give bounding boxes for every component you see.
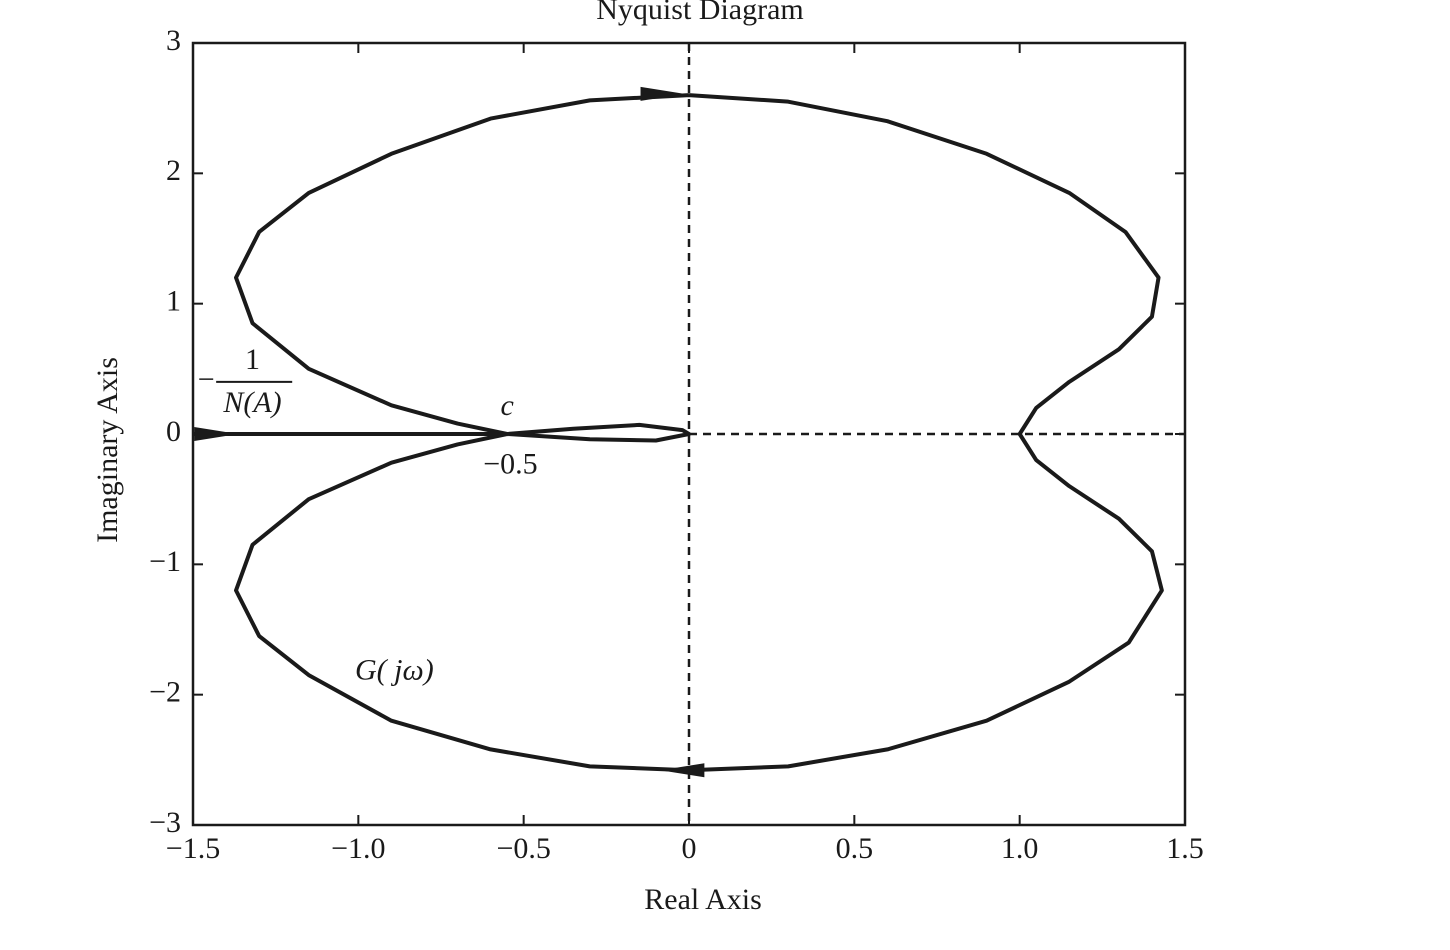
annotation: c bbox=[500, 389, 513, 422]
x-tick-label: 1.0 bbox=[1001, 832, 1039, 865]
y-tick-label: −3 bbox=[149, 806, 181, 839]
y-tick-label: −2 bbox=[149, 676, 181, 709]
x-tick-label: 1.5 bbox=[1166, 832, 1204, 865]
x-axis-label: Real Axis bbox=[644, 883, 762, 916]
annotation: −0.5 bbox=[483, 447, 537, 480]
annotation: − bbox=[198, 363, 215, 396]
chart-title: Nyquist Diagram bbox=[596, 0, 803, 26]
direction-arrow bbox=[660, 763, 705, 778]
annotation: 1 bbox=[245, 343, 260, 376]
curve bbox=[233, 93, 1164, 773]
x-tick-label: −0.5 bbox=[496, 832, 550, 865]
y-tick-label: 3 bbox=[166, 24, 181, 57]
y-tick-label: 1 bbox=[166, 285, 181, 318]
y-tick-label: 0 bbox=[166, 415, 181, 448]
y-tick-label: −1 bbox=[149, 545, 181, 578]
x-tick-label: 0 bbox=[682, 832, 697, 865]
y-tick-label: 2 bbox=[166, 154, 181, 187]
y-axis-label: Imaginary Axis bbox=[91, 357, 124, 543]
x-tick-label: −1.0 bbox=[331, 832, 385, 865]
annotation: N(A) bbox=[222, 386, 281, 419]
annotation: G( jω) bbox=[355, 653, 434, 686]
x-tick-label: 0.5 bbox=[836, 832, 874, 865]
direction-arrow bbox=[194, 427, 239, 441]
direction-arrow bbox=[640, 86, 685, 101]
x-tick-label: −1.5 bbox=[166, 832, 220, 865]
